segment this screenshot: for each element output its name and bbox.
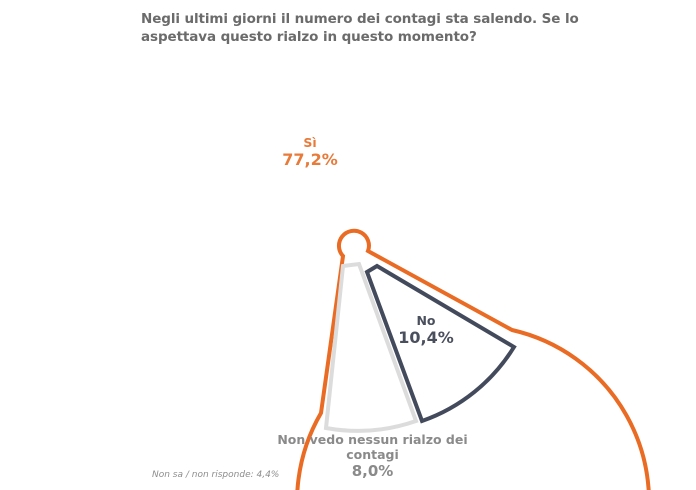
title-line-1: Negli ultimi giorni il numero dei contag…	[141, 11, 579, 27]
label-no: No 10,4%	[384, 313, 468, 347]
label-non-vedo-value: 8,0%	[351, 462, 394, 480]
label-si-name: Sì	[303, 135, 317, 150]
label-non-vedo-name: Non vedo nessun rialzo dei contagi	[277, 432, 468, 462]
footnote-non-sa: Non sa / non risponde: 4,4%	[152, 470, 280, 480]
label-no-value: 10,4%	[398, 328, 454, 347]
slice-non-vedo[interactable]	[323, 261, 419, 433]
chart-title: Negli ultimi giorni il numero dei contag…	[141, 10, 601, 46]
label-si-value: 77,2%	[282, 150, 338, 169]
slice-si[interactable]	[295, 228, 651, 490]
label-non-vedo: Non vedo nessun rialzo dei contagi 8,0%	[250, 432, 495, 480]
title-line-2: aspettava questo rialzo in questo moment…	[141, 29, 477, 45]
label-si: Sì 77,2%	[268, 135, 352, 169]
slice-no[interactable]	[364, 263, 517, 424]
label-no-name: No	[416, 313, 436, 328]
